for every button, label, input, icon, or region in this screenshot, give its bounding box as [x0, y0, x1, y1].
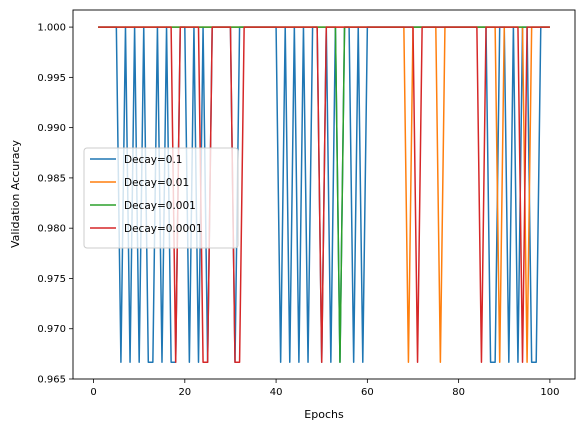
y-tick-label: 0.990 — [37, 123, 66, 134]
x-tick-label: 40 — [270, 387, 283, 398]
x-tick-label: 80 — [452, 387, 465, 398]
x-tick-label: 0 — [90, 387, 96, 398]
y-axis-label: Validation Accuracy — [9, 139, 22, 248]
y-tick-label: 0.975 — [37, 274, 66, 285]
y-tick-label: 0.965 — [37, 375, 66, 386]
plot-frame — [72, 9, 576, 380]
x-axis-label: Epochs — [304, 408, 344, 421]
legend-label: Decay=0.01 — [124, 177, 189, 189]
legend-box — [83, 147, 239, 249]
y-tick-label: 0.995 — [37, 73, 66, 84]
legend-label: Decay=0.0001 — [124, 223, 203, 235]
legend-label: Decay=0.1 — [124, 154, 182, 166]
y-tick-label: 0.970 — [37, 324, 66, 335]
x-tick-label: 20 — [178, 387, 191, 398]
y-axis: 0.965 0.970 0.975 0.980 0.985 0.990 0.995 1.000 — [37, 23, 73, 386]
y-tick-label: 0.980 — [37, 224, 66, 235]
x-tick-label: 100 — [540, 387, 559, 398]
legend-label: Decay=0.001 — [124, 200, 196, 212]
legend: Decay=0.1 Decay=0.01 Decay=0.001 Decay=0.00… — [83, 147, 239, 249]
x-axis: 0 20 40 60 80 100 — [90, 379, 559, 398]
y-tick-label: 0.985 — [37, 173, 66, 184]
x-tick-label: 60 — [361, 387, 374, 398]
y-tick-label: 1.000 — [37, 23, 66, 34]
